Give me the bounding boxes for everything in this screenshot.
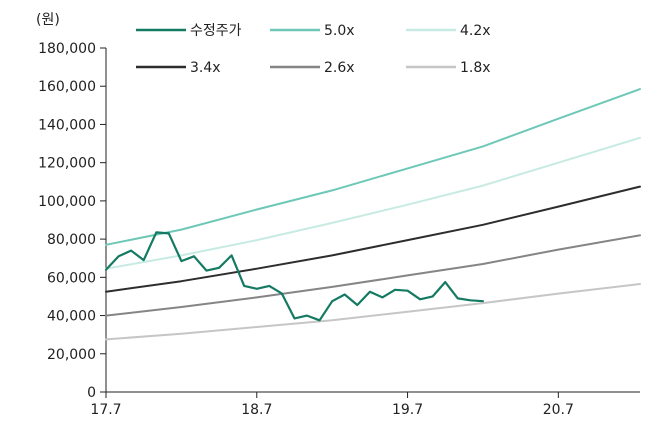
y-unit-label: (원) xyxy=(36,12,60,28)
series-line-1-8x xyxy=(105,283,641,341)
series-layer xyxy=(104,88,641,341)
legend: 수정주가 5.0x 4.2x 3.4x 2.6x 1.8x xyxy=(136,23,491,76)
series-line-adjusted-price xyxy=(104,231,484,322)
y-tick-label: 180,000 xyxy=(38,41,96,57)
legend-label: 1.8x xyxy=(460,60,491,76)
series-line-2-6x xyxy=(105,234,641,317)
y-tick-label: 40,000 xyxy=(47,309,96,325)
y-tick-label: 80,000 xyxy=(47,232,96,248)
y-tick-label: 140,000 xyxy=(38,117,96,133)
y-tick-label: 0 xyxy=(87,385,96,401)
axes: 0 20,000 40,000 60,000 80,000 100,000 120,000 1… xyxy=(38,41,640,418)
legend-label: 3.4x xyxy=(190,60,221,76)
y-tick-label: 120,000 xyxy=(38,156,96,172)
legend-label: 2.6x xyxy=(324,60,355,76)
series-line-5-0x xyxy=(105,88,641,246)
legend-label: 4.2x xyxy=(460,23,491,39)
y-tick-label: 160,000 xyxy=(38,79,96,95)
series-line-3-4x xyxy=(105,185,641,293)
x-tick-label: 17.7 xyxy=(90,402,121,418)
legend-label: 5.0x xyxy=(324,23,355,39)
y-tick-label: 60,000 xyxy=(47,270,96,286)
y-tick-label: 100,000 xyxy=(38,194,96,210)
y-tick-label: 20,000 xyxy=(47,347,96,363)
legend-label: 수정주가 xyxy=(190,23,242,39)
x-tick-label: 20.7 xyxy=(543,402,574,418)
series-line-4-2x xyxy=(105,136,641,270)
x-tick-label: 18.7 xyxy=(241,402,272,418)
x-tick-label: 19.7 xyxy=(392,402,423,418)
